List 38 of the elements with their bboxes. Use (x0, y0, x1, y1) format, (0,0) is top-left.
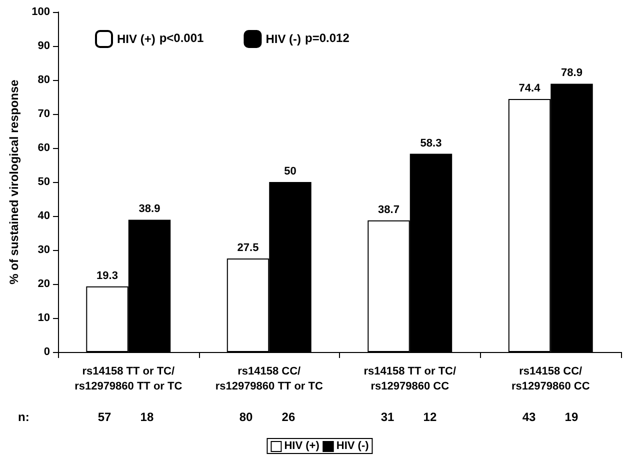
x-tick-label: rs14158 TT or TC/ rs12979860 CC (364, 366, 456, 392)
y-tick-label: 30 (38, 244, 50, 256)
data-label: 38.7 (378, 204, 400, 216)
y-tick-label: 70 (38, 108, 50, 120)
data-label: 74.4 (518, 82, 542, 95)
text: 31 (380, 410, 395, 424)
data-label: 27.5 (237, 242, 259, 254)
data-label: 58.3 (420, 137, 442, 150)
text: 12 (423, 410, 437, 424)
y-tick-label: 20 (38, 278, 50, 290)
data-label: 50 (284, 166, 296, 178)
data-label: 38.9 (138, 203, 160, 216)
text: 80 (239, 410, 254, 424)
y-tick-label: 90 (38, 40, 50, 52)
y-tick-label: 80 (38, 74, 50, 86)
x-tick-label: rs14158 CC/ rs12979860 TT or TC (215, 366, 323, 392)
x-tick-label: rs14158 CC/ rs12979860 CC (511, 366, 590, 392)
x-tick-label: rs14158 TT or TC/ rs12979860 TT or TC (74, 366, 182, 392)
text: n: (18, 410, 30, 424)
legend-label: HIV (+) (117, 32, 156, 46)
y-axis-title: % of sustained virological response (7, 79, 21, 284)
y-tick-label: 50 (38, 176, 50, 188)
annotation: p<0.001 (159, 31, 204, 45)
text: 43 (522, 410, 536, 424)
annotation: p=0.012 (305, 31, 350, 45)
text: 57 (98, 410, 112, 424)
text: 18 (140, 410, 154, 424)
y-tick-label: 100 (32, 6, 50, 18)
y-tick-label: 60 (38, 142, 50, 154)
legend-key: HIV (+) HIV (-) (266, 438, 373, 454)
y-tick-label: 0 (44, 346, 50, 358)
y-tick-label: 10 (38, 312, 50, 324)
y-tick-label: 40 (38, 210, 50, 222)
data-label: 78.9 (561, 67, 582, 80)
legend-label: HIV (-) (266, 32, 302, 46)
text: 19 (564, 410, 578, 424)
data-label: 19.3 (96, 270, 118, 282)
text: 26 (282, 410, 296, 424)
